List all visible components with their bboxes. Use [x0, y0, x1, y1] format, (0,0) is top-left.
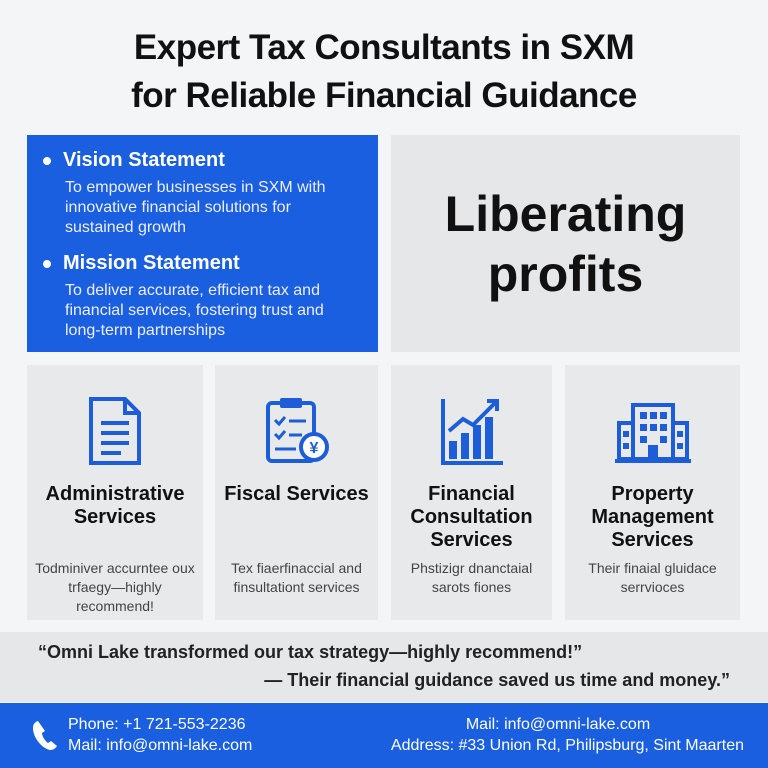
- service-card-administrative: Administrative Services Todminiver accur…: [27, 365, 203, 620]
- contact-footer: Phone: +1 721-553-2236 Mail: info@omni-l…: [0, 703, 768, 768]
- email-link-left[interactable]: Mail: info@omni-lake.com: [68, 737, 253, 754]
- mission-heading-text: Mission Statement: [63, 252, 240, 274]
- service-card-financial-consultation: Financial Consultation Services Phstizig…: [391, 365, 552, 620]
- slogan-line-2: profits: [487, 245, 644, 302]
- building-icon: [565, 395, 740, 475]
- service-description: Phstizigr dnanctaial sarots fiones: [410, 560, 533, 595]
- service-title: Fiscal Services: [224, 483, 369, 505]
- service-title: Financial Consultation Services: [410, 483, 533, 551]
- title-line-1: Expert Tax Consultants in SXM: [133, 28, 635, 67]
- email-link-right[interactable]: Mail: info@omni-lake.com: [465, 716, 651, 733]
- address: Address: #33 Union Rd, Philipsburg, Sint…: [390, 737, 744, 754]
- clipboard-checklist-icon: ¥: [215, 395, 378, 475]
- phone-icon: [32, 719, 58, 757]
- vision-heading: Vision Statement: [43, 149, 362, 172]
- service-description: Todminiver accurntee oux trfaegy—highly …: [35, 560, 195, 614]
- testimonial-quote: “Omni Lake transformed our tax strategy—…: [38, 642, 583, 662]
- testimonial-band: “Omni Lake transformed our tax strategy—…: [0, 632, 768, 702]
- vision-mission-panel: Vision Statement To empower businesses i…: [27, 135, 378, 352]
- document-icon: [27, 395, 203, 475]
- service-description: Their finaial gluidace serrvioces: [588, 560, 717, 595]
- service-description: Tex fiaerfinaccial and finsultationt ser…: [231, 560, 362, 595]
- phone-number[interactable]: Phone: +1 721-553-2236: [68, 716, 246, 733]
- slogan-panel: Liberating profits: [391, 135, 740, 352]
- vision-text: To empower businesses in SXM with innova…: [65, 179, 326, 236]
- bullet-icon: [43, 259, 51, 268]
- service-card-property-management: Property Management Services Their finai…: [565, 365, 740, 620]
- title-line-2: for Reliable Financial Guidance: [131, 76, 637, 115]
- service-card-fiscal: ¥ Fiscal Services Tex fiaerfinaccial and…: [215, 365, 378, 620]
- page-title: Expert Tax Consultants in SXM for Reliab…: [0, 24, 768, 120]
- mission-heading: Mission Statement: [43, 252, 362, 275]
- vision-heading-text: Vision Statement: [63, 149, 225, 171]
- bar-chart-growth-icon: [391, 395, 552, 475]
- bullet-icon: [43, 156, 51, 165]
- svg-text:¥: ¥: [309, 440, 318, 457]
- service-title: Property Management Services: [591, 483, 714, 551]
- testimonial-quote-2: — Their financial guidance saved us time…: [264, 670, 730, 690]
- slogan-line-1: Liberating: [444, 185, 687, 242]
- service-title: Administrative Services: [45, 483, 185, 528]
- mission-text: To deliver accurate, efficient tax and f…: [65, 282, 324, 339]
